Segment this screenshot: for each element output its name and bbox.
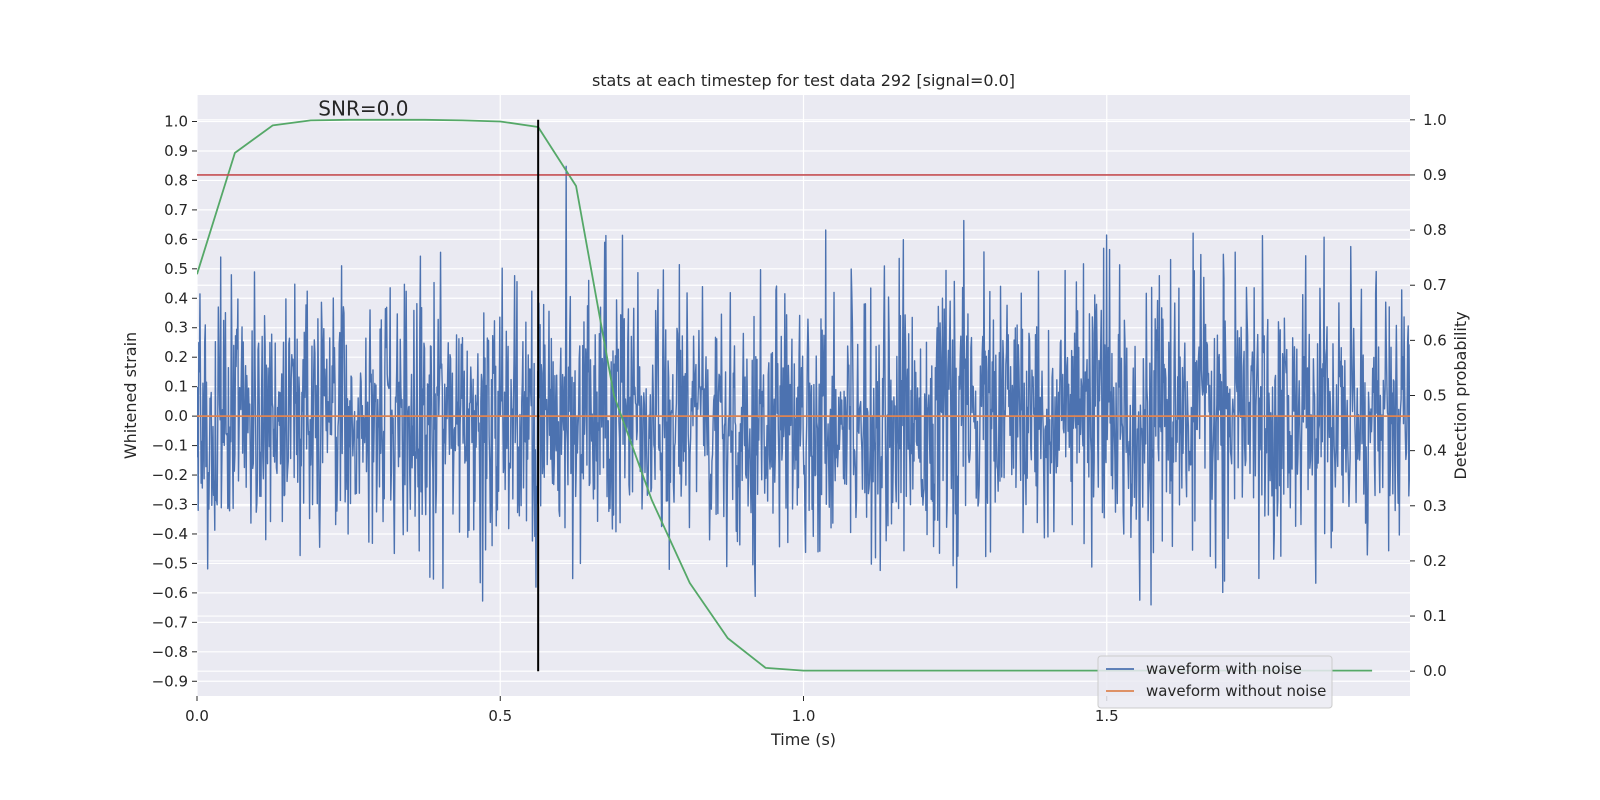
y2-tick-label: 0.6 — [1423, 331, 1447, 349]
x-tick-label: 0.0 — [185, 707, 209, 725]
legend-box — [1097, 655, 1333, 709]
y-tick-label: 0.6 — [164, 230, 188, 248]
x-axis-ticks: 0.0 0.5 1.0 1.5 — [185, 696, 1119, 725]
y-axis-ticks: 1.0 0.9 0.8 0.7 0.6 0.5 0.4 0.3 0.2 0.1 0.0 −0.1 −0.… — [152, 113, 197, 690]
y-tick-label: 0.7 — [164, 201, 188, 219]
x-tick-label: 1.5 — [1095, 707, 1119, 725]
y-tick-label: −0.6 — [152, 584, 188, 602]
y2-axis-ticks: 1.0 0.9 0.8 0.7 0.6 0.5 0.4 0.3 0.2 0.1 0.0 — [1410, 111, 1447, 680]
y-tick-label: 0.9 — [164, 142, 188, 160]
y2-tick-label: 0.9 — [1423, 166, 1447, 184]
y2-tick-label: 0.2 — [1423, 552, 1447, 570]
y2-axis-label: Detection probability — [1451, 311, 1470, 479]
y-tick-label: −0.4 — [152, 525, 188, 543]
y-tick-label: 1.0 — [164, 113, 188, 131]
x-axis-label: Time (s) — [770, 730, 836, 749]
y-tick-label: −0.9 — [152, 672, 188, 690]
y2-tick-label: 0.3 — [1423, 497, 1447, 515]
y-tick-label: −0.2 — [152, 466, 188, 484]
y-tick-label: 0.2 — [164, 348, 188, 366]
y-tick-label: −0.7 — [152, 613, 188, 631]
y2-tick-label: 0.5 — [1423, 387, 1447, 405]
snr-annotation: SNR=0.0 — [318, 97, 408, 121]
y-tick-label: 0.8 — [164, 171, 188, 189]
y-tick-label: 0.1 — [164, 378, 188, 396]
y2-tick-label: 0.4 — [1423, 442, 1447, 460]
x-tick-label: 0.5 — [488, 707, 512, 725]
y-tick-label: −0.5 — [152, 554, 188, 572]
legend: waveform with noise waveform without nois… — [1097, 655, 1333, 709]
y-tick-label: −0.1 — [152, 437, 188, 455]
x-tick-label: 1.0 — [792, 707, 816, 725]
y2-tick-label: 0.1 — [1423, 607, 1447, 625]
chart-title: stats at each timestep for test data 292… — [592, 71, 1015, 90]
y-axis-label: Whitened strain — [121, 332, 140, 459]
y-tick-label: 0.5 — [164, 260, 188, 278]
y2-tick-label: 1.0 — [1423, 111, 1447, 129]
y-tick-label: 0.4 — [164, 289, 188, 307]
y-tick-label: −0.8 — [152, 643, 188, 661]
y2-tick-label: 0.7 — [1423, 276, 1447, 294]
legend-label: waveform with noise — [1146, 660, 1302, 678]
y-tick-label: −0.3 — [152, 496, 188, 514]
y2-tick-label: 0.8 — [1423, 221, 1447, 239]
legend-label: waveform without noise — [1146, 682, 1326, 700]
y2-tick-label: 0.0 — [1423, 662, 1447, 680]
y-tick-label: 0.3 — [164, 319, 188, 337]
y-tick-label: 0.0 — [164, 407, 188, 425]
series-line-waveform-with-noise — [197, 165, 1410, 606]
